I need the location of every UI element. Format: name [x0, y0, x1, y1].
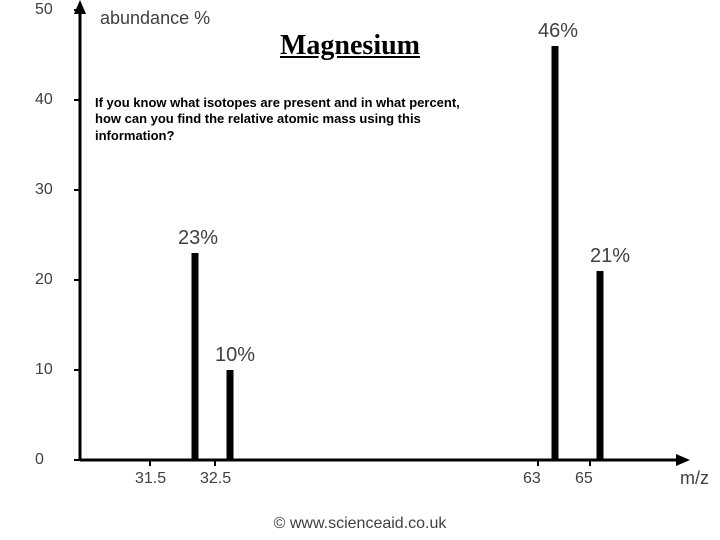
bar-label-0: 23% — [178, 227, 218, 250]
bar-label-1: 10% — [215, 344, 255, 367]
x-tick-65: 65 — [575, 470, 593, 488]
bar-label-3: 21% — [590, 245, 630, 268]
x-tick-31-5: 31.5 — [135, 470, 166, 488]
x-tick-32-5: 32.5 — [200, 470, 231, 488]
y-tick-20: 20 — [35, 271, 53, 289]
footer-credit: © www.scienceaid.co.uk — [0, 515, 720, 533]
y-tick-40: 40 — [35, 91, 53, 109]
x-tick-63: 63 — [523, 470, 541, 488]
y-tick-30: 30 — [35, 181, 53, 199]
y-tick-0: 0 — [35, 451, 44, 469]
y-tick-50: 50 — [35, 1, 53, 19]
mass-spectrum-chart — [0, 0, 720, 540]
x-axis-label: m/z — [680, 468, 709, 489]
y-tick-10: 10 — [35, 361, 53, 379]
y-axis-label: abundance % — [100, 8, 210, 29]
bar-label-2: 46% — [538, 20, 578, 43]
